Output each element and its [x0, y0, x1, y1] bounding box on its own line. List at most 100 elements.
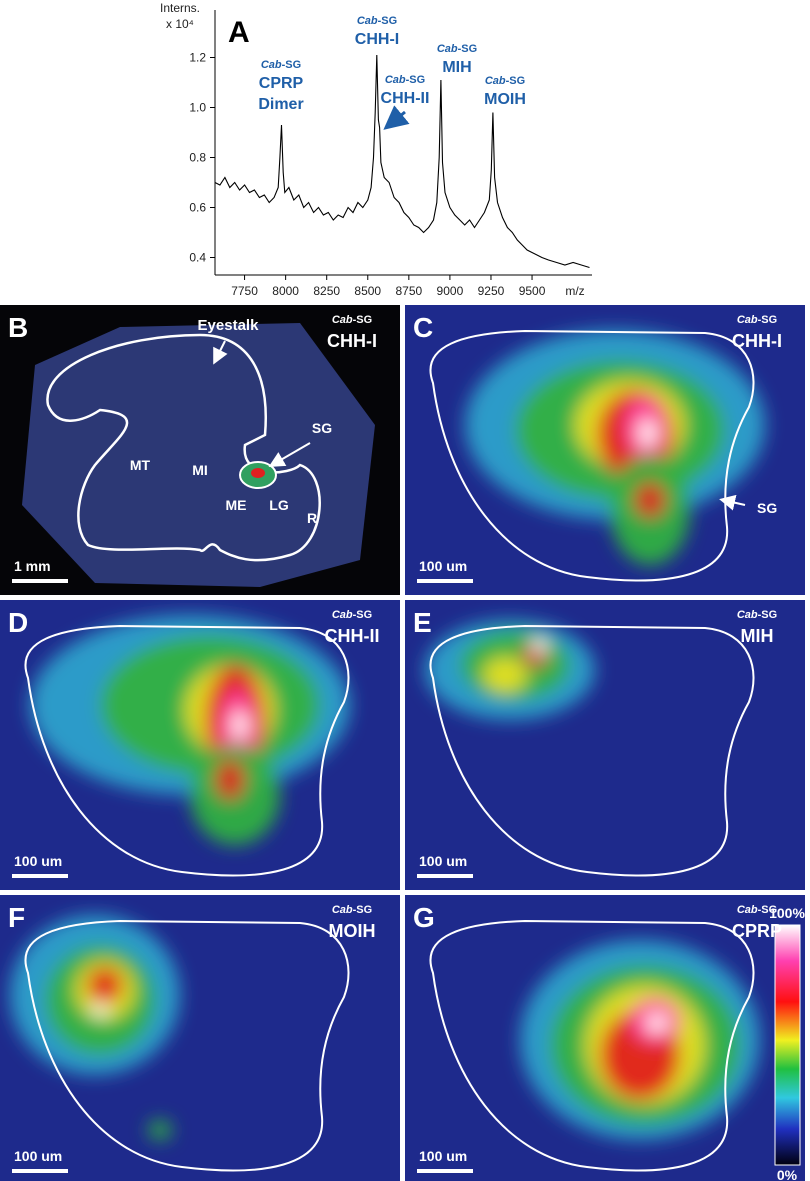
sg-outline: [429, 624, 755, 877]
peak-label: MOIH: [484, 91, 526, 108]
x-tick-label: 8000: [272, 284, 299, 298]
peak-label: MIH: [442, 59, 471, 76]
heat-blob: [215, 760, 245, 800]
heat-blob: [93, 1003, 107, 1017]
panel-label: B: [8, 312, 28, 343]
species-name: Cab: [332, 904, 353, 916]
x-tick-label: 9250: [478, 284, 505, 298]
heat-blob: [148, 1120, 172, 1140]
species-suffix: -SG: [353, 609, 373, 621]
panel-label: C: [413, 312, 433, 343]
colorbar-min: 0%: [777, 1167, 798, 1181]
species-tag: Cab-SG: [437, 43, 477, 55]
spectrum-line: [214, 54, 590, 269]
species-suffix: -SG: [506, 75, 526, 87]
species-tag: Cab-SG: [332, 609, 372, 621]
species-suffix: -SG: [378, 15, 398, 27]
species-suffix: -SG: [353, 314, 373, 326]
panel-image: [405, 600, 805, 890]
y-tick-label: 0.6: [189, 201, 206, 215]
scale-bar-label: 100 um: [14, 853, 62, 869]
species-name: Cab: [261, 59, 282, 71]
image-panel: D Cab-SG CHH-II 100 um: [0, 600, 400, 890]
species-name: Cab: [485, 75, 506, 87]
panel-label: E: [413, 607, 432, 638]
region-label: SG: [312, 420, 332, 436]
scale-bar-label: 1 mm: [14, 558, 51, 574]
arrow: [268, 442, 311, 468]
species-name: Cab: [737, 314, 758, 326]
peak-label: CHH-I: [355, 31, 399, 48]
species-tag: Cab-SG: [737, 314, 777, 326]
arrow: [719, 494, 746, 511]
species-suffix: -SG: [758, 904, 778, 916]
region-label: Eyestalk: [198, 317, 260, 334]
colorbar-max: 100%: [769, 905, 805, 921]
sg-outline: [24, 919, 350, 1172]
species-tag: Cab-SG: [737, 904, 777, 916]
panel-label: F: [8, 902, 25, 933]
peak-label: Dimer: [258, 96, 303, 113]
panel-label: A: [228, 16, 250, 49]
y-tick-label: 1.2: [189, 51, 206, 65]
sg-outline: [429, 329, 755, 582]
species-name: Cab: [385, 74, 406, 86]
colorbar: [774, 924, 801, 1166]
sg-outline: [429, 919, 755, 1172]
species-name: Cab: [437, 43, 458, 55]
heat: [425, 620, 595, 720]
species-name: Cab: [332, 314, 353, 326]
panel-image: [0, 305, 400, 595]
heat: [520, 940, 760, 1140]
species-tag: Cab-SG: [261, 59, 301, 71]
y-axis-label: Interns.: [160, 1, 200, 15]
x-tick-label: 8500: [354, 284, 381, 298]
arrow: [213, 340, 228, 365]
species-name: Cab: [332, 609, 353, 621]
x-tick-label: 9000: [437, 284, 464, 298]
heat-blob: [87, 967, 123, 1003]
peptide-label: MOIH: [329, 921, 376, 941]
heat: [10, 915, 180, 1140]
region-label: MI: [192, 462, 208, 478]
x-axis-label: m/z: [565, 284, 584, 298]
x-tick-label: 8750: [395, 284, 422, 298]
heat: [30, 615, 350, 845]
y-tick-label: 1.0: [189, 101, 206, 115]
species-name: Cab: [737, 904, 758, 916]
tissue: [22, 323, 375, 587]
x-tick-label: 7750: [231, 284, 258, 298]
scale-bar-label: 100 um: [14, 1148, 62, 1164]
x-tick-label: 8250: [313, 284, 340, 298]
heat: [465, 330, 765, 565]
species-suffix: -SG: [458, 43, 478, 55]
x-tick-label: 9500: [519, 284, 546, 298]
peptide-label: CHH-I: [327, 331, 377, 351]
y-tick-label: 0.8: [189, 151, 206, 165]
image-panel: Eyestalk SG MT MI ME LG R B Cab-SG CHH-I 1 mm: [0, 305, 400, 595]
heat-blob: [483, 657, 527, 693]
scale-bar-label: 100 um: [419, 1148, 467, 1164]
peptide-label: CPRP: [732, 921, 782, 941]
species-suffix: -SG: [758, 609, 778, 621]
region-label: R: [307, 510, 317, 526]
image-panel: SG C Cab-SG CHH-I 100 um: [405, 305, 805, 595]
region-label: LG: [269, 497, 289, 513]
species-tag: Cab-SG: [385, 74, 425, 86]
peak-label: CPRP: [259, 75, 304, 92]
species-name: Cab: [357, 15, 378, 27]
panel-image: [0, 895, 400, 1181]
panel-image: [0, 600, 400, 890]
peak-arrow: [383, 105, 410, 130]
scale-bar-label: 100 um: [419, 558, 467, 574]
peak-label: CHH-II: [381, 90, 430, 107]
panel-label: D: [8, 607, 28, 638]
heat-blob: [639, 419, 657, 447]
image-panel: E Cab-SG MIH 100 um: [405, 600, 805, 890]
heat-blob: [232, 711, 248, 739]
region-label: ME: [226, 497, 247, 513]
species-tag: Cab-SG: [737, 609, 777, 621]
species-tag: Cab-SG: [332, 314, 372, 326]
